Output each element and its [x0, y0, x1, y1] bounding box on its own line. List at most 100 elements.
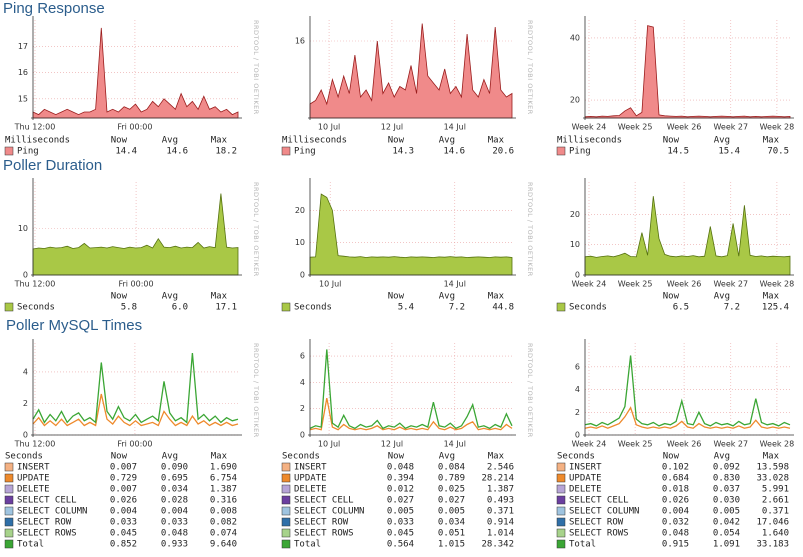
- stat-value: 0.915: [662, 540, 689, 550]
- legend-label: SELECT ROW: [294, 518, 349, 528]
- stat-value: 13.598: [756, 463, 789, 473]
- stat-value: 0.371: [762, 507, 789, 517]
- stat-value: 0.004: [161, 507, 188, 517]
- legend-swatch: [281, 506, 291, 516]
- area: [32, 193, 239, 276]
- stat-header: Max: [488, 136, 505, 146]
- stat-value: 2.546: [487, 463, 514, 473]
- stat-value: 33.183: [756, 540, 789, 550]
- legend-label: Ping: [294, 147, 316, 157]
- stat-value: 14.5: [667, 147, 689, 157]
- stat-header: Max: [488, 292, 505, 302]
- stat-value: 6.5: [673, 303, 689, 313]
- stat-value: 5.4: [398, 303, 414, 313]
- legend-swatch: [281, 517, 291, 527]
- y-tick-label: 16: [295, 37, 305, 46]
- y-tick-label: 20: [570, 210, 580, 219]
- y-tick-label: 4: [23, 367, 28, 376]
- stat-value: 14.4: [115, 147, 137, 157]
- legend-unit: Seconds: [282, 452, 320, 462]
- plot-area: [585, 20, 790, 118]
- x-tick-label: Fri 00:00: [117, 440, 152, 449]
- stat-value: 0.030: [713, 496, 740, 506]
- legend-label: Ping: [17, 147, 39, 157]
- legend-swatch: [281, 302, 291, 312]
- x-tick-label: Week 25: [618, 440, 653, 449]
- x-tick-label: Week 25: [618, 123, 653, 132]
- watermark: RRDTOOL / TOBI OETIKER: [526, 343, 534, 438]
- y-tick-label: 20: [570, 96, 580, 105]
- stat-value: 5.991: [762, 485, 789, 495]
- stat-value: 0.048: [161, 529, 188, 539]
- legend-swatch: [4, 506, 14, 516]
- watermark: RRDTOOL / TOBI OETIKER: [252, 343, 260, 438]
- stat-value: 0.005: [713, 507, 740, 517]
- stat-header: Now: [663, 292, 680, 302]
- legend-unit: Seconds: [5, 452, 43, 462]
- legend-swatch: [281, 462, 291, 472]
- legend-unit: Milliseconds: [557, 136, 622, 146]
- stat-value: 1.091: [713, 540, 740, 550]
- stat-value: 0.033: [387, 518, 414, 528]
- legend-label: UPDATE: [569, 474, 602, 484]
- stat-header: Avg: [439, 292, 455, 302]
- section-title: Ping Response: [3, 0, 105, 17]
- legend-swatch: [556, 462, 566, 472]
- x-tick-label: Week 28: [760, 280, 795, 289]
- legend-swatch: [4, 539, 14, 549]
- stat-value: 0.394: [387, 474, 414, 484]
- area: [584, 25, 791, 119]
- legend-label: Seconds: [17, 303, 55, 313]
- stat-value: 7.2: [724, 303, 740, 313]
- stat-value: 2.661: [762, 496, 789, 506]
- x-tick-label: 14 Jul: [444, 280, 466, 289]
- stat-header: Max: [211, 292, 228, 302]
- stat-value: 0.027: [438, 496, 465, 506]
- stat-value: 0.048: [387, 463, 414, 473]
- stat-value: 0.007: [110, 485, 137, 495]
- stat-header: Now: [388, 136, 405, 146]
- stat-value: 0.789: [438, 474, 465, 484]
- y-tick-label: 0: [300, 271, 305, 280]
- stat-header: Now: [388, 292, 405, 302]
- legend-label: SELECT COLUMN: [17, 507, 87, 517]
- stat-header: Avg: [162, 292, 178, 302]
- stat-value: 0.042: [713, 518, 740, 528]
- stat-value: 17.1: [215, 303, 237, 313]
- legend-swatch: [556, 146, 566, 156]
- x-tick-label: Week 24: [572, 440, 607, 449]
- stat-header: Avg: [439, 136, 455, 146]
- legend-unit: Seconds: [557, 452, 595, 462]
- legend-label: INSERT: [569, 463, 602, 473]
- stat-header: Max: [763, 292, 780, 302]
- stat-value: 5.8: [121, 303, 137, 313]
- stat-value: 1.690: [210, 463, 237, 473]
- stat-value: 0.048: [662, 529, 689, 539]
- stat-value: 1.015: [438, 540, 465, 550]
- legend-swatch: [556, 506, 566, 516]
- legend-label: SELECT CELL: [17, 496, 77, 506]
- stat-value: 0.012: [387, 485, 414, 495]
- stat-value: 33.028: [756, 474, 789, 484]
- y-tick-label: 6: [575, 362, 580, 371]
- stat-header: Max: [488, 452, 505, 462]
- stat-value: 0.102: [662, 463, 689, 473]
- y-tick-label: 10: [18, 224, 28, 233]
- watermark: RRDTOOL / TOBI OETIKER: [526, 20, 534, 115]
- legend-swatch: [556, 302, 566, 312]
- stat-value: 0.033: [161, 518, 188, 528]
- stat-value: 7.2: [449, 303, 465, 313]
- stat-value: 0.005: [438, 507, 465, 517]
- stat-value: 0.032: [662, 518, 689, 528]
- y-tick-label: 17: [18, 42, 28, 51]
- y-tick-label: 0: [575, 431, 580, 440]
- legend-label: Total: [569, 540, 596, 550]
- stat-value: 0.004: [662, 507, 689, 517]
- y-tick-label: 6: [300, 352, 305, 361]
- stat-value: 0.084: [438, 463, 465, 473]
- stat-value: 9.640: [210, 540, 237, 550]
- legend-swatch: [556, 473, 566, 483]
- section-title: Poller Duration: [3, 157, 102, 174]
- x-tick-label: Week 25: [618, 280, 653, 289]
- stat-value: 0.316: [210, 496, 237, 506]
